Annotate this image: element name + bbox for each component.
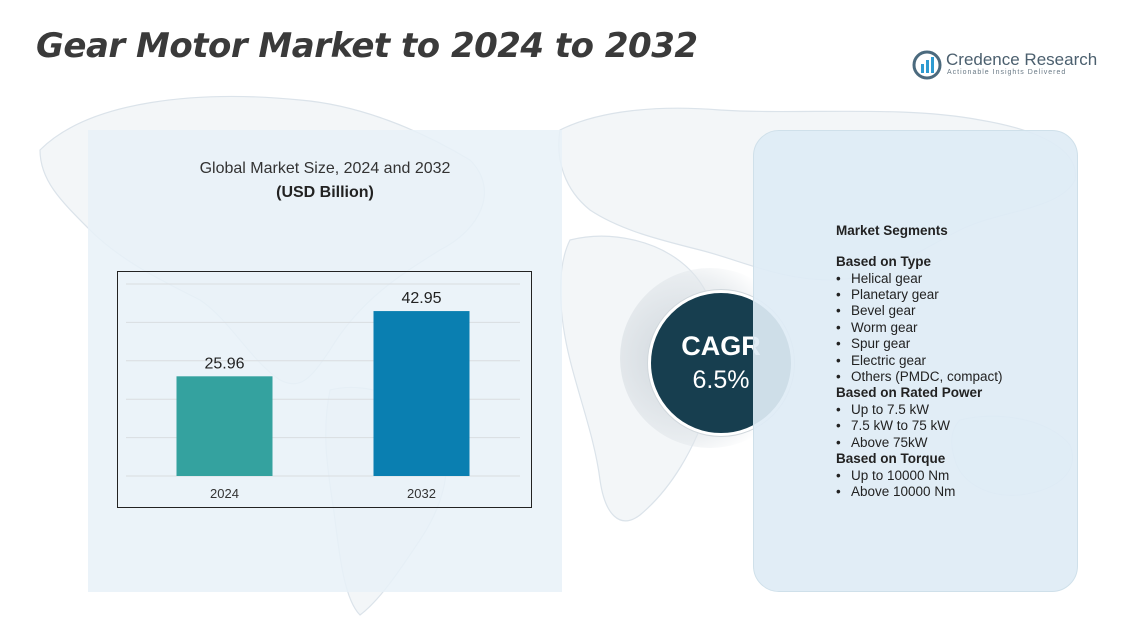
segment-item: Worm gear [836, 320, 1076, 337]
segment-list-torque: Up to 10000 Nm Above 10000 Nm [836, 468, 1076, 501]
brand-tagline: Actionable Insights Delivered [947, 69, 1067, 76]
data-label-2032: 42.95 [401, 290, 441, 307]
segment-item: Bevel gear [836, 303, 1076, 320]
bar-chart-svg: 25.96 2024 42.95 2032 [126, 283, 520, 501]
segment-item: Up to 7.5 kW [836, 402, 1076, 419]
segment-heading-torque: Based on Torque [836, 451, 946, 467]
bar-2024 [176, 376, 273, 476]
segment-item: Electric gear [836, 353, 1076, 370]
cagr-value: 6.5% [692, 366, 750, 394]
segment-item: Planetary gear [836, 287, 1076, 304]
segment-item: Up to 10000 Nm [836, 468, 1076, 485]
segment-heading-rated-power: Based on Rated Power [836, 385, 983, 401]
brand-logo: Credence Research Actionable Insights De… [912, 48, 1102, 82]
segments-panel: Market Segments Based on Type Helical ge… [753, 130, 1078, 592]
segment-item: Above 75kW [836, 435, 1076, 452]
x-tick-label-2024: 2024 [210, 486, 239, 501]
chart-unit: (USD Billion) [276, 184, 374, 201]
page-title: Gear Motor Market to 2024 to 2032 [36, 26, 698, 66]
segment-item: 7.5 kW to 75 kW [836, 418, 1076, 435]
bar-2032 [373, 311, 470, 476]
x-tick-label-2032: 2032 [407, 486, 436, 501]
data-label-2024: 25.96 [204, 355, 244, 372]
segments-title: Market Segments [836, 223, 948, 238]
chart-title: Global Market Size, 2024 and 2032 [199, 160, 451, 177]
market-segments: Market Segments Based on Type Helical ge… [836, 223, 1076, 501]
segment-item: Helical gear [836, 271, 1076, 288]
segment-list-type: Helical gear Planetary gear Bevel gear W… [836, 271, 1076, 386]
brand-name: Credence Research [946, 50, 1098, 69]
segment-list-rated-power: Up to 7.5 kW 7.5 kW to 75 kW Above 75kW [836, 402, 1076, 452]
credence-logo-icon [912, 50, 942, 80]
bar-chart: 25.96 2024 42.95 2032 [117, 271, 532, 508]
segment-item: Above 10000 Nm [836, 484, 1076, 501]
segment-heading-type: Based on Type [836, 254, 932, 269]
cagr-label: CAGR [681, 331, 761, 361]
segment-item: Spur gear [836, 336, 1076, 353]
segment-item: Others (PMDC, compact) [836, 369, 1076, 386]
